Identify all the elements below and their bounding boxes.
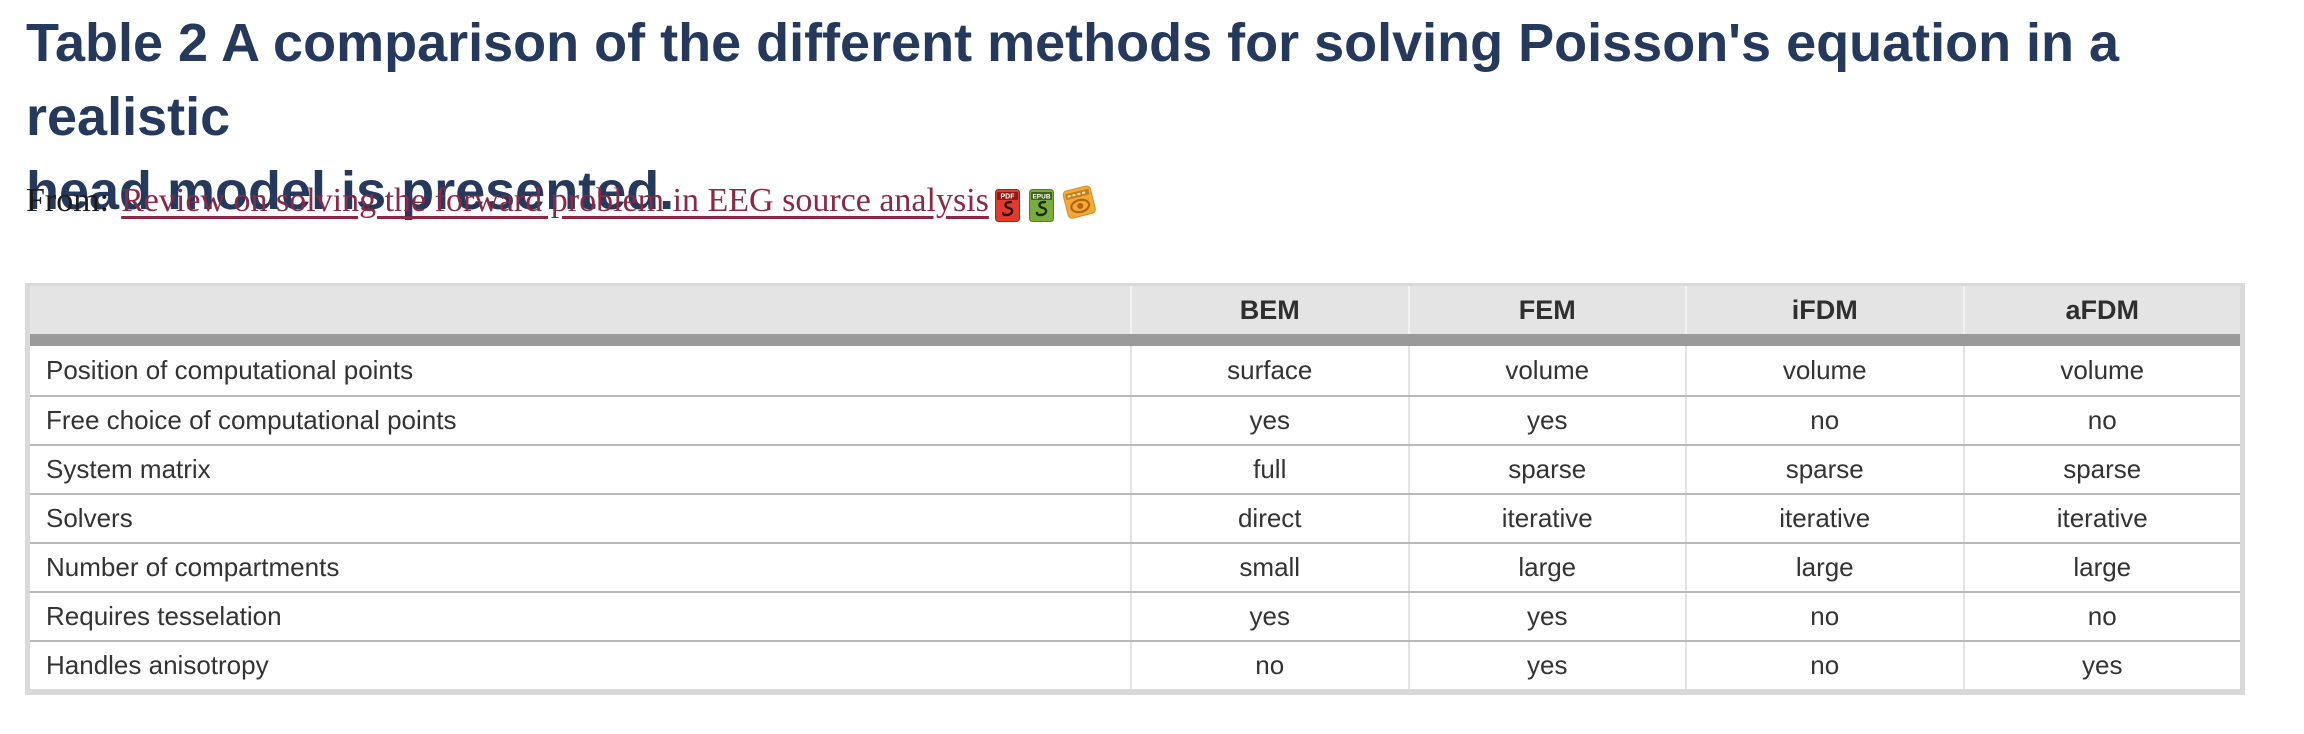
cell-value: sparse: [1962, 446, 2241, 493]
row-label: Free choice of computational points: [46, 405, 457, 435]
cell-value: no: [1962, 397, 2241, 444]
cell-value: iterative: [1962, 495, 2241, 542]
table-row: Requires tesselation yes yes no no: [30, 591, 2240, 640]
row-label: Number of compartments: [46, 552, 340, 582]
cell-value: yes: [1962, 642, 2241, 689]
epub-icon-label: EPUB: [1032, 194, 1050, 201]
table-row: Solvers direct iterative iterative itera…: [30, 493, 2240, 542]
row-label: Solvers: [46, 503, 133, 533]
cell-value: no: [1685, 642, 1963, 689]
cell-value: yes: [1407, 593, 1686, 640]
cell-value: yes: [1407, 642, 1686, 689]
cell-value: yes: [1407, 397, 1686, 444]
cell-value: volume: [1962, 346, 2241, 395]
cell-value: volume: [1685, 346, 1963, 395]
table-row: Free choice of computational points yes …: [30, 395, 2240, 444]
pdf-icon[interactable]: PDF: [994, 189, 1020, 222]
table-header-fem: FEM: [1407, 286, 1686, 334]
cell-value: yes: [1130, 593, 1408, 640]
cell-value: full: [1130, 446, 1408, 493]
cell-value: no: [1685, 397, 1963, 444]
epub-icon[interactable]: EPUB: [1028, 189, 1054, 222]
cell-value: large: [1962, 544, 2241, 591]
table-row: Position of computational points surface…: [30, 346, 2240, 395]
view-icon[interactable]: [1059, 181, 1100, 222]
page-title-line-1: Table 2 A comparison of the different me…: [26, 13, 2120, 147]
table-header-afdm: aFDM: [1962, 286, 2241, 334]
cell-value: direct: [1130, 495, 1408, 542]
cell-value: no: [1962, 593, 2241, 640]
cell-value: large: [1685, 544, 1963, 591]
row-label: Position of computational points: [46, 355, 414, 385]
cell-value: no: [1130, 642, 1408, 689]
pdf-icon-label: PDF: [1000, 194, 1015, 201]
source-line: From: Review on solving the forward prob…: [26, 180, 1097, 222]
row-label: System matrix: [46, 454, 211, 484]
cell-value: yes: [1130, 397, 1408, 444]
table-row: System matrix full sparse sparse sparse: [30, 444, 2240, 493]
format-icon-strip: PDF EPUB: [994, 185, 1097, 222]
table-header-bem: BEM: [1130, 286, 1408, 334]
cell-value: small: [1130, 544, 1408, 591]
table-row: Number of compartments small large large…: [30, 542, 2240, 591]
page-title: Table 2 A comparison of the different me…: [26, 6, 2288, 228]
cell-value: no: [1685, 593, 1963, 640]
cell-value: volume: [1407, 346, 1686, 395]
cell-value: large: [1407, 544, 1686, 591]
table-header-empty: [30, 286, 1130, 334]
table-header-row: BEM FEM iFDM aFDM: [30, 286, 2240, 334]
cell-value: sparse: [1407, 446, 1686, 493]
cell-value: iterative: [1407, 495, 1686, 542]
source-article-link[interactable]: Review on solving the forward problem in…: [121, 182, 989, 219]
table-row: Handles anisotropy no yes no yes: [30, 640, 2240, 689]
table-header-ifdm: iFDM: [1685, 286, 1963, 334]
header-separator-bar: [30, 334, 2240, 346]
page-title-line-2: head model is presented.: [26, 161, 675, 221]
row-label: Requires tesselation: [46, 601, 282, 631]
row-label: Handles anisotropy: [46, 650, 269, 680]
from-label: From:: [26, 182, 110, 219]
cell-value: sparse: [1685, 446, 1963, 493]
cell-value: surface: [1130, 346, 1408, 395]
comparison-table: BEM FEM iFDM aFDM Position of computatio…: [25, 283, 2245, 695]
cell-value: iterative: [1685, 495, 1963, 542]
